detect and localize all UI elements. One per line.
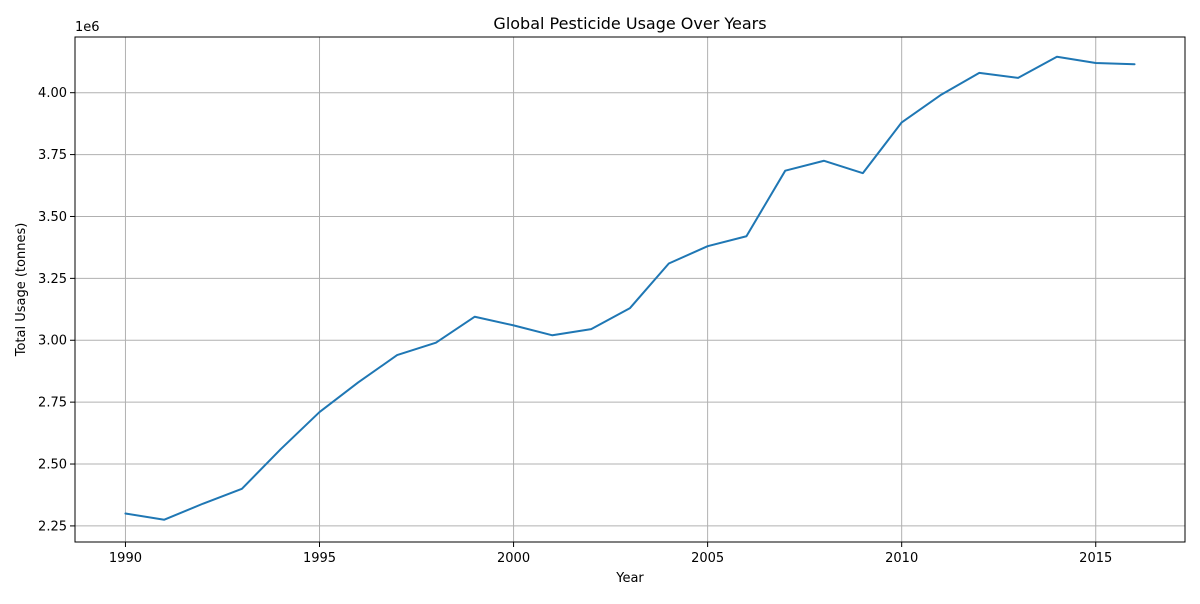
y-tick-label: 2.25 bbox=[38, 519, 67, 534]
y-tick-label: 2.75 bbox=[38, 396, 67, 411]
y-tick-label: 2.50 bbox=[38, 458, 67, 473]
grid-lines bbox=[75, 37, 1185, 542]
y-axis-label: Total Usage (tonnes) bbox=[14, 223, 29, 358]
y-tick-label: 3.50 bbox=[38, 210, 67, 225]
x-axis-label: Year bbox=[615, 571, 644, 586]
x-tick-label: 1990 bbox=[109, 551, 142, 566]
y-tick-label: 3.00 bbox=[38, 334, 67, 349]
x-tick-label: 2010 bbox=[885, 551, 918, 566]
plot-frame bbox=[74, 36, 1186, 543]
y-tick-label: 3.25 bbox=[38, 272, 67, 287]
chart-title: Global Pesticide Usage Over Years bbox=[493, 14, 766, 33]
x-tick-label: 2005 bbox=[691, 551, 724, 566]
x-tick-label: 1995 bbox=[303, 551, 336, 566]
y-tick-label: 4.00 bbox=[38, 86, 67, 101]
x-tick-label: 2000 bbox=[497, 551, 530, 566]
y-axis-offset-label: 1e6 bbox=[75, 20, 100, 35]
series-line bbox=[124, 55, 1136, 521]
axis-ticks: 1990 1995 2000 2005 2010 2015 2.25 2.50 2.75 3.00… bbox=[38, 86, 1112, 566]
data-series bbox=[124, 55, 1136, 521]
y-tick-label: 3.75 bbox=[38, 148, 67, 163]
x-tick-label: 2015 bbox=[1079, 551, 1112, 566]
